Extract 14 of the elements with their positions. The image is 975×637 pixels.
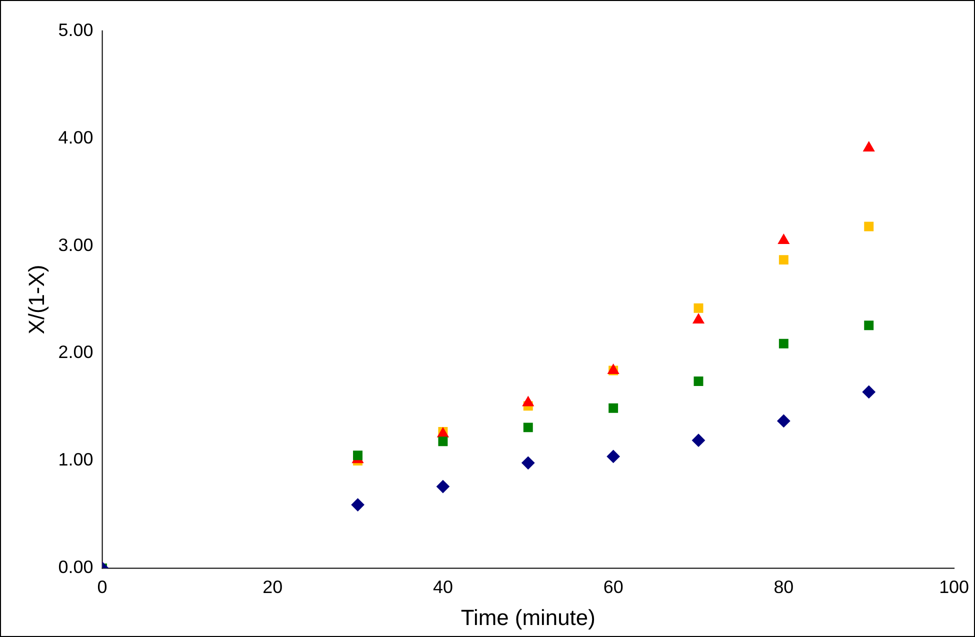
y-tick-label: 1.00 [58,450,94,470]
y-axis-title: X/(1-X) [24,264,50,334]
x-tick-label: 60 [603,576,624,597]
x-tick-label: 80 [774,576,794,597]
x-tick-label: 100 [939,576,970,597]
y-tick-label: 0.00 [58,557,94,578]
y-tick-label: 3.00 [58,234,94,255]
x-tick-label: 0 [97,576,108,597]
y-tick-label: 4.00 [58,127,94,148]
x-tick-label: 20 [262,576,283,597]
y-tick-label: 5.00 [58,20,94,40]
x-tick-label: 40 [432,576,453,597]
y-tick-label: 2.00 [58,342,94,362]
x-axis-title: Time (minute) [460,604,596,630]
